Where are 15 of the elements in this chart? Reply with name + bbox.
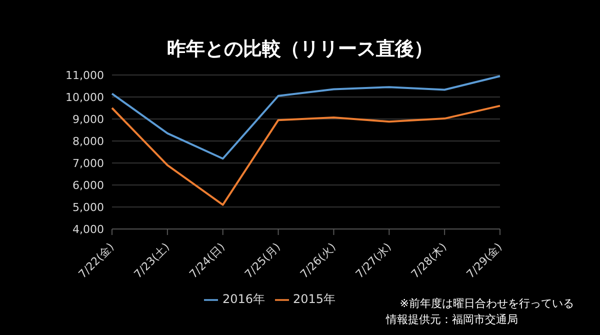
y-tick-label: 7,000 [72,156,104,170]
legend-label: 2015年 [293,292,336,306]
y-tick-label: 11,000 [66,68,104,82]
legend-label: 2016年 [222,292,265,306]
y-tick-label: 9,000 [72,112,104,126]
y-tick-label: 8,000 [72,134,104,148]
text: ※前年度は曜日合わせを行っている [398,296,574,312]
y-tick-label: 4,000 [72,222,104,236]
line-series [111,75,501,160]
y-tick-label: 6,000 [72,178,104,192]
y-tick-label: 5,000 [72,200,104,214]
line-series [111,104,501,206]
text: 情報提供元：福岡市交通局 [386,312,519,328]
y-tick-label: 10,000 [66,90,104,104]
chart-title: 昨年との比較（リリース直後） [166,37,434,62]
